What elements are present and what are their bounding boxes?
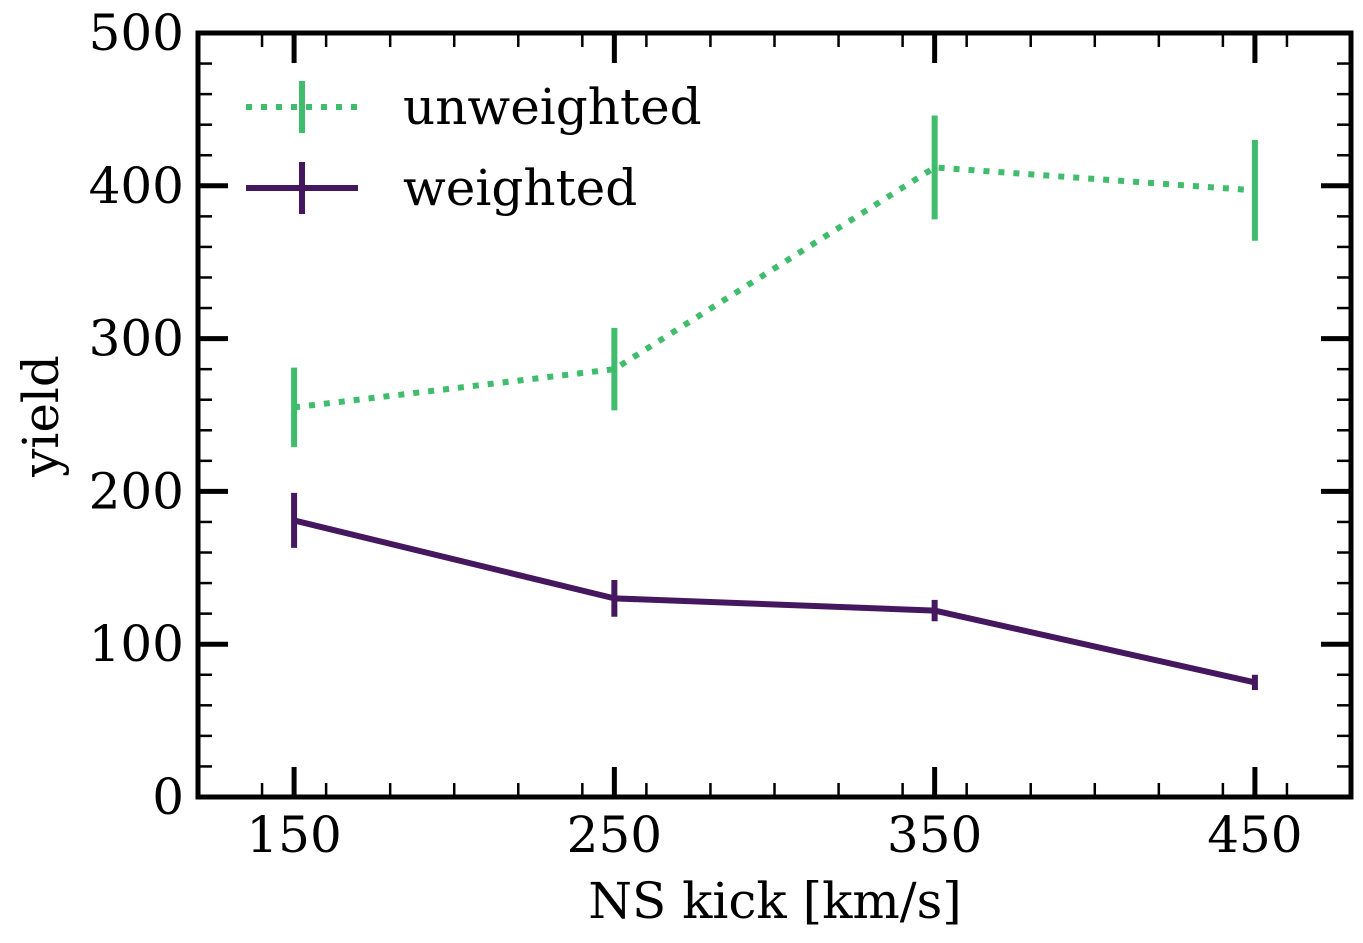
- weighted-line: [293, 517, 1256, 686]
- legend-item-weighted: weighted: [246, 159, 637, 217]
- y-tick-label: 300: [89, 310, 184, 368]
- y-tick-label: 500: [89, 4, 184, 62]
- y-tick-label: 0: [152, 768, 184, 826]
- x-axis-label: NS kick [km/s]: [588, 872, 962, 930]
- tick-labels: 150 250 350 450 0 100 200 300 400 500: [89, 4, 1303, 864]
- x-tick-label: 350: [887, 806, 982, 864]
- series-layer: [291, 115, 1258, 691]
- unweighted-line: [293, 164, 1256, 411]
- series-weighted: [291, 492, 1258, 691]
- x-tick-label: 450: [1207, 806, 1302, 864]
- y-tick-label: 400: [89, 157, 184, 215]
- y-tick-label: 100: [89, 615, 184, 673]
- series-unweighted: [291, 115, 1258, 448]
- x-tick-label: 150: [246, 806, 341, 864]
- legend-item-unweighted: unweighted: [246, 78, 702, 136]
- y-tick-label: 200: [89, 462, 184, 520]
- major-ticks: [198, 30, 1351, 800]
- legend-label: unweighted: [403, 78, 702, 136]
- legend-label: weighted: [403, 159, 637, 217]
- y-axis-label: yield: [12, 355, 70, 478]
- legend: unweighted weighted: [246, 78, 702, 217]
- plot-frame: [195, 30, 1354, 800]
- minor-ticks: [196, 33, 1353, 797]
- x-tick-label: 250: [567, 806, 662, 864]
